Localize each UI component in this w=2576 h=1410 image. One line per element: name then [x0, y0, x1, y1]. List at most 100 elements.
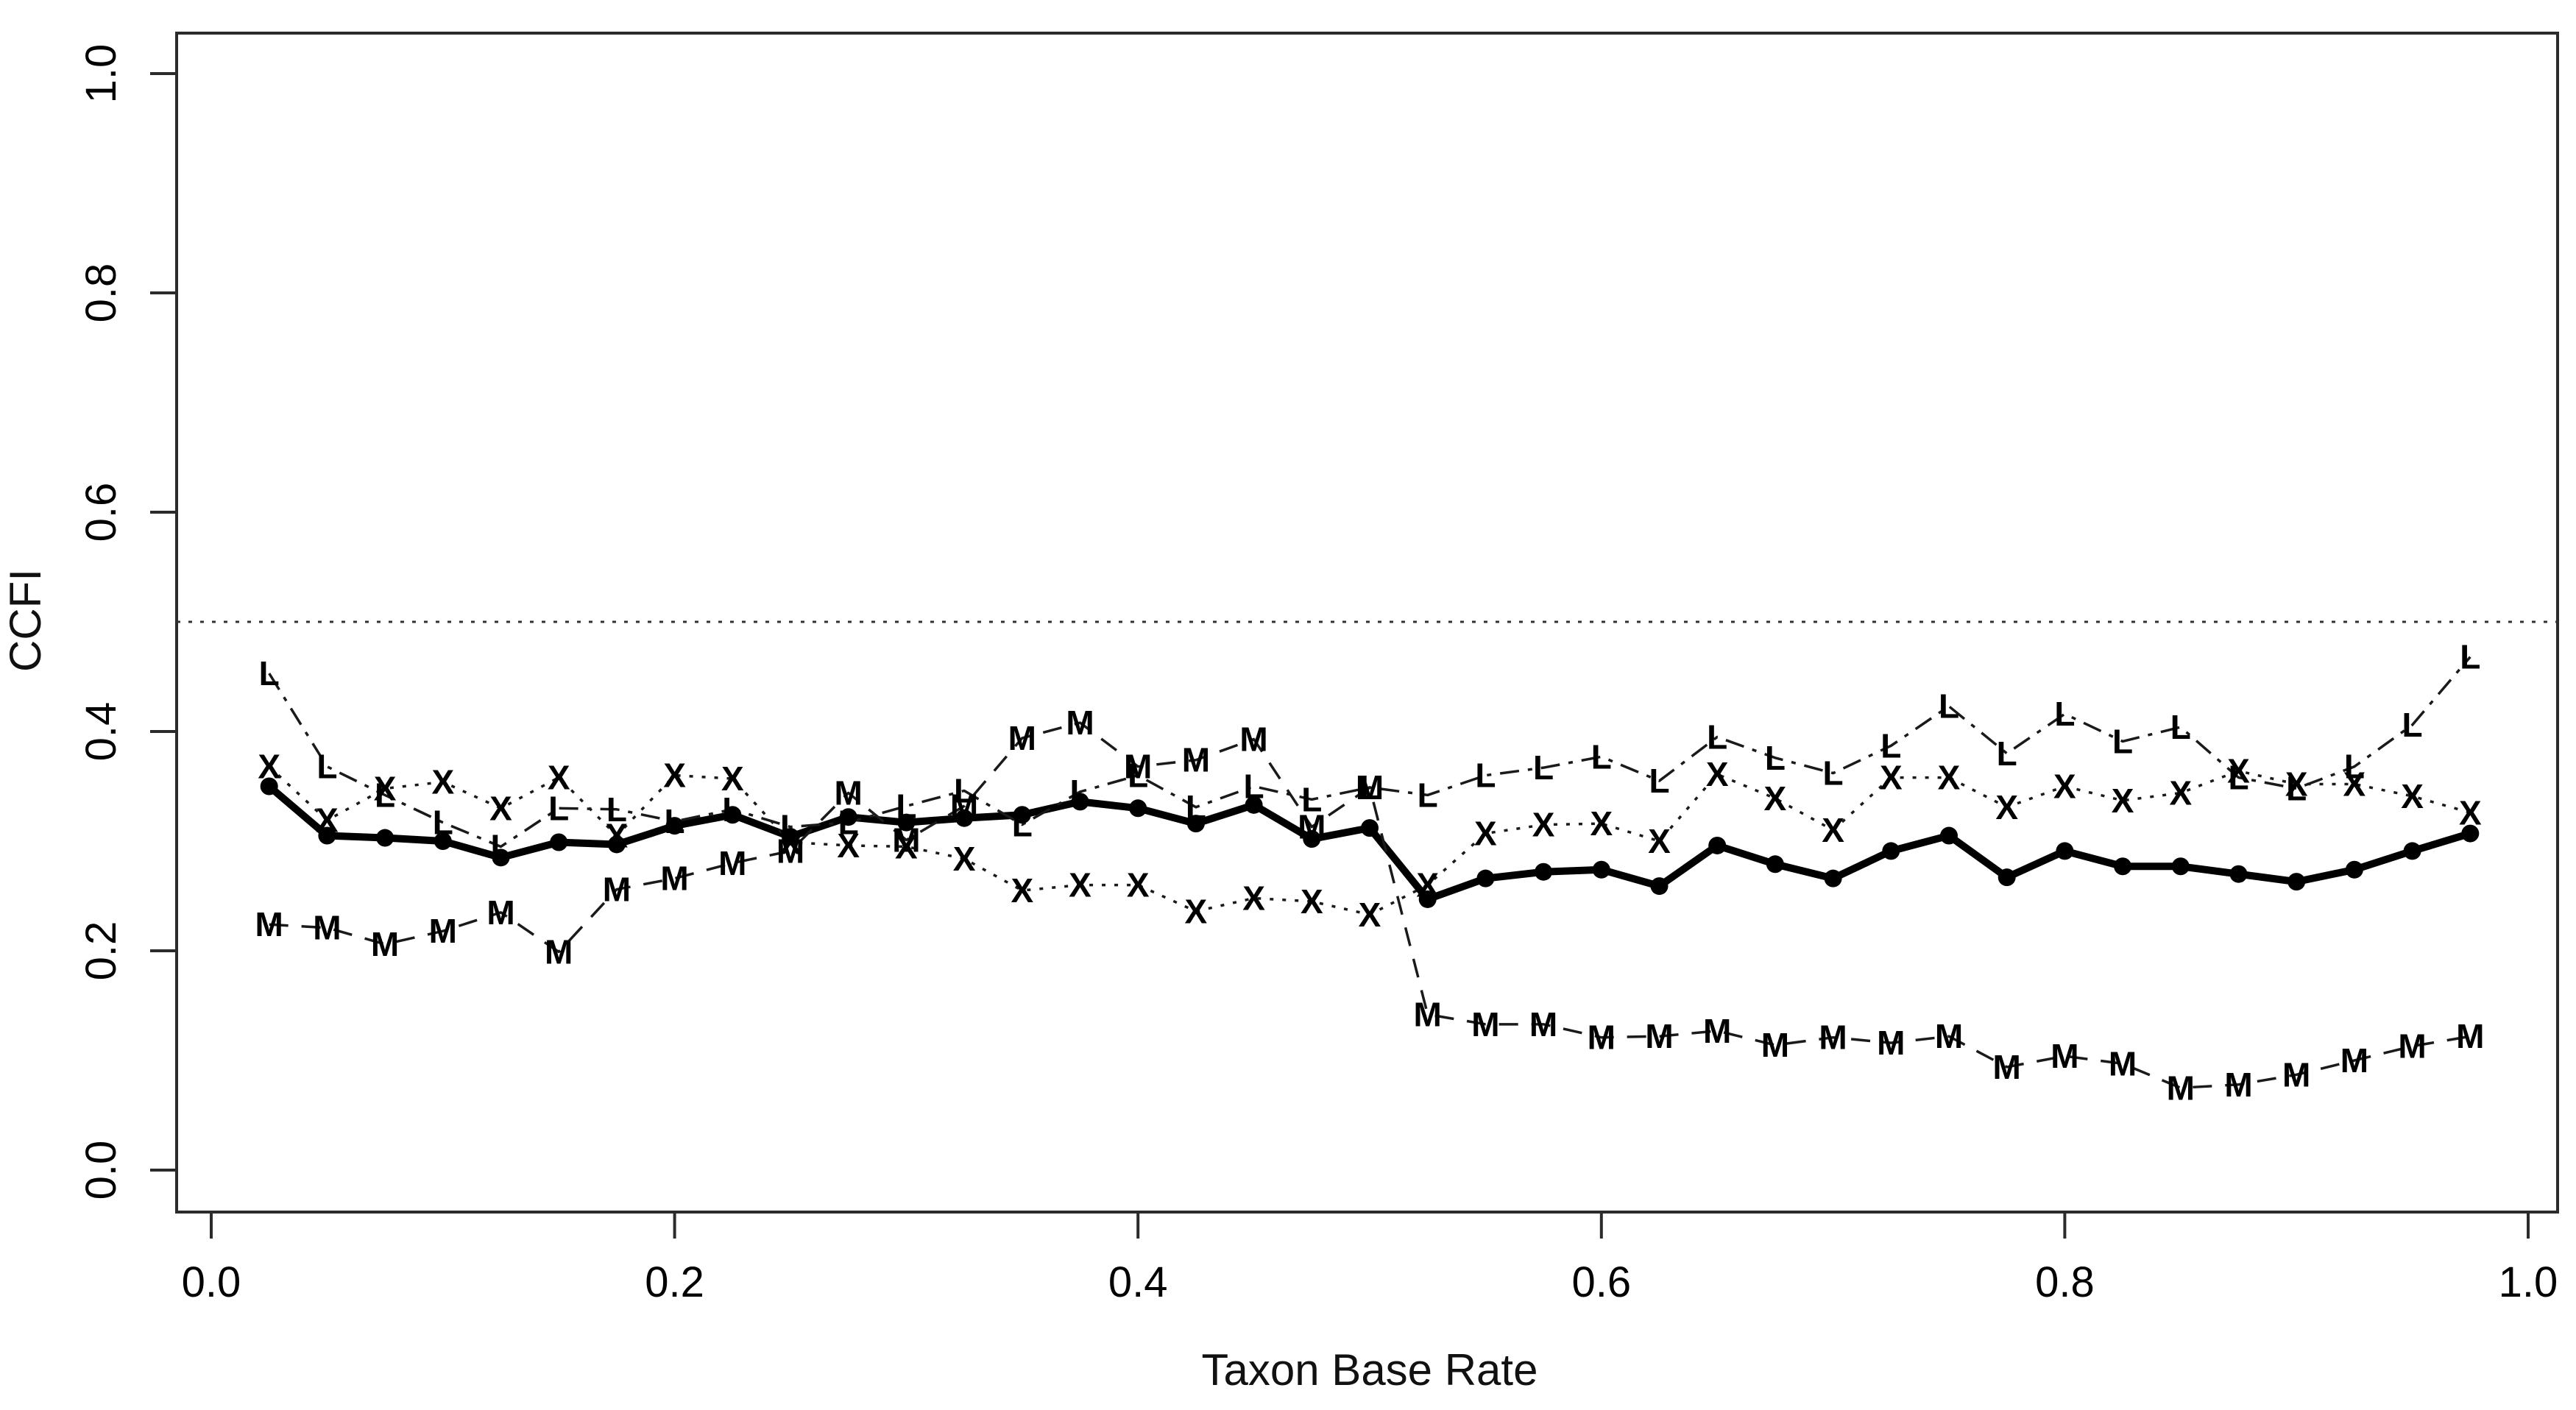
series-mean-point: [782, 828, 799, 846]
series-M-marker: M: [1761, 1026, 1789, 1064]
series-X-marker: X: [606, 817, 629, 855]
series-L-marker: L: [1765, 739, 1786, 777]
series-L-marker: L: [665, 802, 685, 840]
series-X-marker: X: [316, 801, 339, 840]
series-M-marker: M: [603, 871, 631, 909]
series-X-marker: X: [1301, 882, 1323, 921]
series-M-marker: M: [255, 905, 283, 943]
series-mean-point: [1882, 842, 1900, 860]
series-mean-point: [550, 833, 568, 851]
series-X-marker: X: [1822, 811, 1844, 849]
series-mean-point: [492, 849, 510, 867]
series-X-marker: X: [953, 840, 976, 878]
series-X-marker: X: [2285, 765, 2308, 804]
series-X-marker: X: [2053, 768, 2076, 806]
series-X-marker: X: [2401, 777, 2424, 815]
series-M-marker: M: [1066, 704, 1094, 742]
series-mean-point: [1650, 877, 1669, 896]
series-mean-point: [1303, 830, 1321, 849]
series-mean-point: [2461, 824, 2480, 843]
series-mean-point: [1361, 819, 1379, 837]
series-M-marker: M: [1588, 1018, 1616, 1057]
x-tick-label: 0.0: [182, 1258, 241, 1306]
series-X-marker: X: [1474, 815, 1497, 853]
series-X-marker: X: [2169, 773, 2192, 812]
series-M-marker: M: [545, 932, 573, 971]
series-L-marker: L: [316, 748, 337, 786]
series-mean-point: [2287, 873, 2306, 891]
series-X-marker: X: [1532, 806, 1555, 844]
series-X-marker: X: [721, 759, 744, 798]
series-X-marker: X: [1995, 788, 2018, 826]
series-L-marker: L: [2170, 708, 2191, 746]
series-L-marker: L: [1997, 734, 2017, 773]
series-X-marker: X: [1185, 892, 1208, 930]
series-M-marker: M: [2456, 1017, 2484, 1055]
y-tick-label: 1.0: [77, 44, 125, 104]
series-M-marker: M: [1298, 808, 1326, 846]
series-mean-point: [1592, 860, 1610, 879]
series-L-marker: L: [2286, 769, 2307, 807]
series-X-marker: X: [837, 826, 860, 865]
series-L-marker: L: [838, 804, 859, 842]
series-X-marker: X: [489, 789, 512, 827]
series-L-marker: L: [1301, 780, 1322, 818]
series-X-marker: X: [1880, 759, 1903, 797]
series-mean-point: [1940, 826, 1958, 845]
series-mean-point: [607, 835, 626, 854]
series-M-marker: M: [1935, 1017, 1963, 1055]
x-tick-label: 0.6: [1571, 1258, 1631, 1306]
series-M-marker: M: [2167, 1069, 2195, 1107]
x-tick-label: 0.8: [2035, 1258, 2095, 1306]
y-tick-label: 0.8: [77, 263, 125, 323]
series-mean-point: [1071, 793, 1089, 811]
series-M-marker: M: [1414, 995, 1442, 1033]
series-M-line: [269, 721, 2471, 1089]
series-L-marker: L: [2460, 638, 2480, 676]
series-M-marker: M: [1703, 1012, 1731, 1050]
series-L-marker: L: [1069, 773, 1090, 811]
x-tick-label: 1.0: [2499, 1258, 2558, 1306]
series-mean-point: [2345, 860, 2363, 879]
series-mean-point: [1013, 806, 1031, 824]
series-L-marker: L: [548, 789, 569, 827]
series-L-marker: L: [375, 776, 395, 814]
series-L-marker: L: [1880, 726, 1901, 765]
series-mean-point: [723, 806, 742, 824]
series-X-marker: X: [2459, 793, 2482, 832]
series-mean-point: [839, 808, 857, 826]
series-X-marker: X: [1127, 866, 1150, 904]
series-X-marker: X: [1359, 896, 1381, 934]
series-L-marker: L: [490, 827, 511, 865]
series-mean-point: [1998, 868, 2016, 887]
series-X-marker: X: [895, 827, 918, 865]
y-tick-label: 0.2: [77, 921, 125, 981]
series-L-marker: L: [2344, 748, 2365, 786]
series-mean-point: [1129, 799, 1147, 818]
series-mean-point: [1186, 815, 1205, 833]
series-M-marker: M: [2109, 1044, 2137, 1083]
series-M-marker: M: [486, 893, 514, 932]
series-X-marker: X: [1242, 879, 1265, 917]
series-mean-point: [2403, 842, 2421, 860]
series-mean-point: [1824, 869, 1842, 888]
series-mean-point: [1476, 869, 1495, 888]
series-L-marker: L: [1012, 806, 1033, 844]
series-L-marker: L: [1707, 718, 1727, 756]
series-L-marker: L: [722, 790, 743, 829]
series-L-marker: L: [1823, 754, 1844, 793]
series-L-marker: L: [896, 787, 916, 825]
series-M-marker: M: [2224, 1066, 2252, 1104]
series-mean-point: [260, 777, 278, 796]
series-mean-point: [1708, 836, 1727, 854]
series-mean-point: [2114, 857, 2132, 876]
series-L-marker: L: [2054, 695, 2075, 733]
series-mean-point: [897, 813, 916, 832]
series-L-marker: L: [780, 808, 801, 846]
series-mean-point: [1418, 890, 1437, 908]
series-X-marker: X: [258, 748, 280, 786]
series-L-marker: L: [954, 771, 974, 809]
y-tick-label: 0.4: [77, 702, 125, 762]
